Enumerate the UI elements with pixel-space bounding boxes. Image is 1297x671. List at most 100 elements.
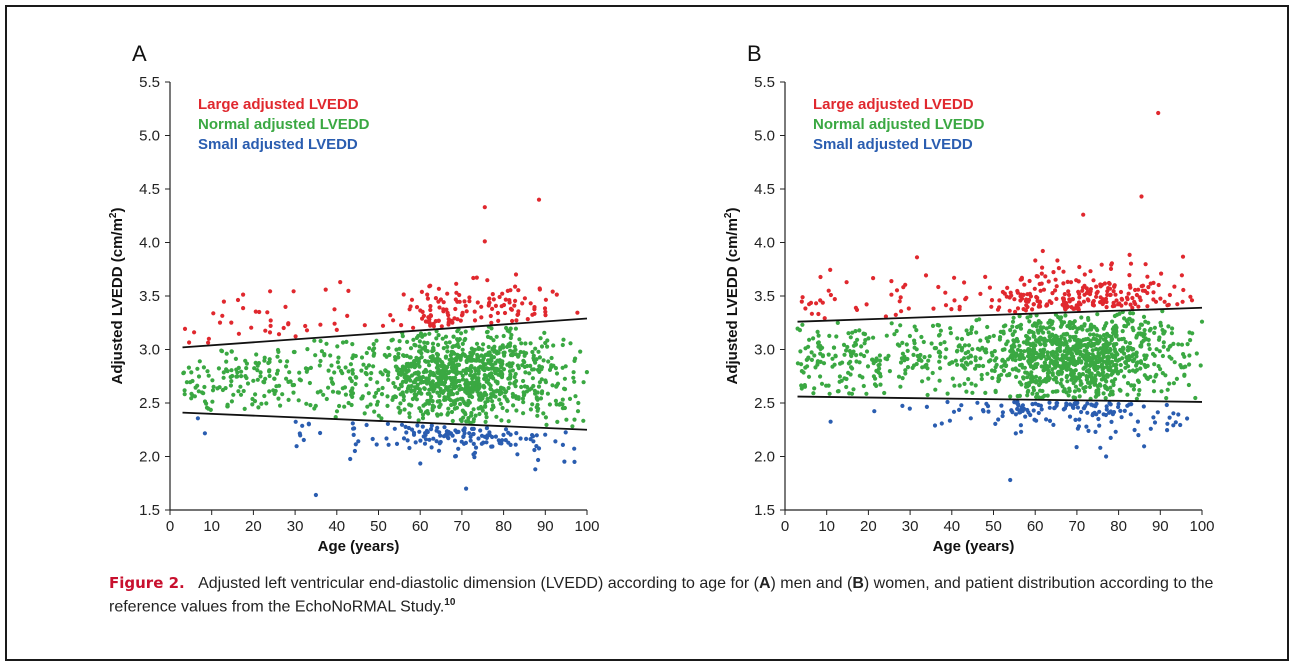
data-point: [1009, 408, 1014, 413]
data-point: [276, 396, 281, 401]
data-point: [887, 369, 892, 374]
data-point: [1136, 433, 1141, 438]
data-point: [832, 297, 837, 302]
data-point: [442, 425, 447, 430]
data-point: [1082, 283, 1087, 288]
data-point: [872, 409, 877, 414]
data-point: [313, 353, 318, 358]
data-point: [517, 337, 522, 342]
data-point: [202, 399, 208, 404]
data-point: [467, 299, 472, 304]
data-point: [1127, 283, 1132, 288]
data-point: [1036, 395, 1042, 400]
data-point: [905, 365, 911, 370]
data-point: [450, 433, 455, 438]
data-point: [291, 390, 296, 395]
data-point: [479, 406, 484, 411]
data-point: [396, 355, 401, 360]
data-point: [1079, 409, 1084, 415]
data-point: [469, 389, 474, 394]
data-point: [853, 340, 858, 345]
data-point: [372, 409, 377, 414]
data-point: [340, 371, 345, 376]
data-point: [816, 311, 821, 317]
data-point: [497, 390, 502, 395]
data-point: [543, 432, 548, 437]
data-point: [329, 376, 334, 381]
data-point: [522, 384, 527, 389]
data-point: [1036, 330, 1041, 335]
data-point: [1023, 414, 1028, 419]
data-point: [546, 359, 551, 364]
data-point: [826, 352, 831, 357]
data-point: [462, 338, 467, 343]
data-point: [1038, 288, 1043, 293]
y-tick-label: 5.0: [754, 128, 775, 145]
data-point: [1037, 300, 1043, 305]
data-point: [483, 403, 488, 408]
data-point: [544, 422, 549, 427]
legend-entry: Small adjusted LVEDD: [198, 136, 358, 153]
data-point: [1171, 411, 1176, 416]
data-point: [421, 434, 426, 439]
data-point: [862, 332, 868, 337]
data-point: [306, 421, 311, 426]
data-point: [877, 358, 883, 363]
data-point: [1188, 338, 1193, 343]
data-point: [1053, 333, 1058, 338]
data-point: [428, 307, 433, 313]
data-point: [821, 361, 827, 366]
data-point: [514, 318, 519, 323]
data-point: [364, 383, 369, 388]
data-point: [1094, 401, 1099, 406]
data-point: [182, 392, 187, 397]
data-point: [1034, 324, 1039, 329]
data-point: [427, 437, 432, 442]
data-point: [217, 385, 222, 390]
data-point: [1186, 382, 1191, 388]
data-point: [447, 369, 452, 374]
data-point: [506, 385, 511, 391]
data-point: [1023, 308, 1028, 313]
data-point: [319, 349, 324, 354]
data-point: [1151, 297, 1156, 302]
data-point: [386, 377, 391, 382]
data-point: [1051, 351, 1056, 356]
data-point: [448, 353, 453, 358]
data-point: [1104, 404, 1109, 409]
data-point: [437, 393, 442, 398]
data-point: [312, 338, 317, 343]
data-point: [427, 317, 432, 322]
data-point: [533, 346, 538, 351]
data-point: [513, 272, 519, 277]
data-point: [482, 391, 487, 396]
data-point: [397, 371, 402, 376]
data-point: [1085, 328, 1090, 333]
data-point: [1113, 330, 1118, 335]
data-point: [1067, 414, 1073, 419]
data-point: [1019, 292, 1024, 297]
data-point: [979, 376, 984, 382]
data-point: [480, 396, 485, 401]
data-point: [1136, 331, 1141, 336]
data-point: [807, 302, 812, 307]
x-tick-label: 60: [1027, 518, 1044, 535]
data-point: [996, 417, 1001, 422]
data-point: [504, 389, 509, 394]
data-point: [878, 382, 883, 387]
data-point: [217, 320, 223, 325]
data-point: [553, 439, 558, 444]
data-point: [535, 397, 540, 402]
data-point: [1103, 412, 1108, 418]
data-point: [939, 421, 944, 426]
data-point: [520, 396, 525, 401]
data-point: [864, 391, 869, 396]
x-tick-label: 90: [537, 518, 554, 535]
data-point: [1070, 297, 1075, 302]
data-point: [486, 378, 491, 383]
data-point: [496, 367, 501, 372]
data-point: [407, 445, 412, 451]
data-point: [458, 402, 463, 407]
data-point: [1072, 376, 1078, 381]
data-point: [416, 418, 421, 423]
